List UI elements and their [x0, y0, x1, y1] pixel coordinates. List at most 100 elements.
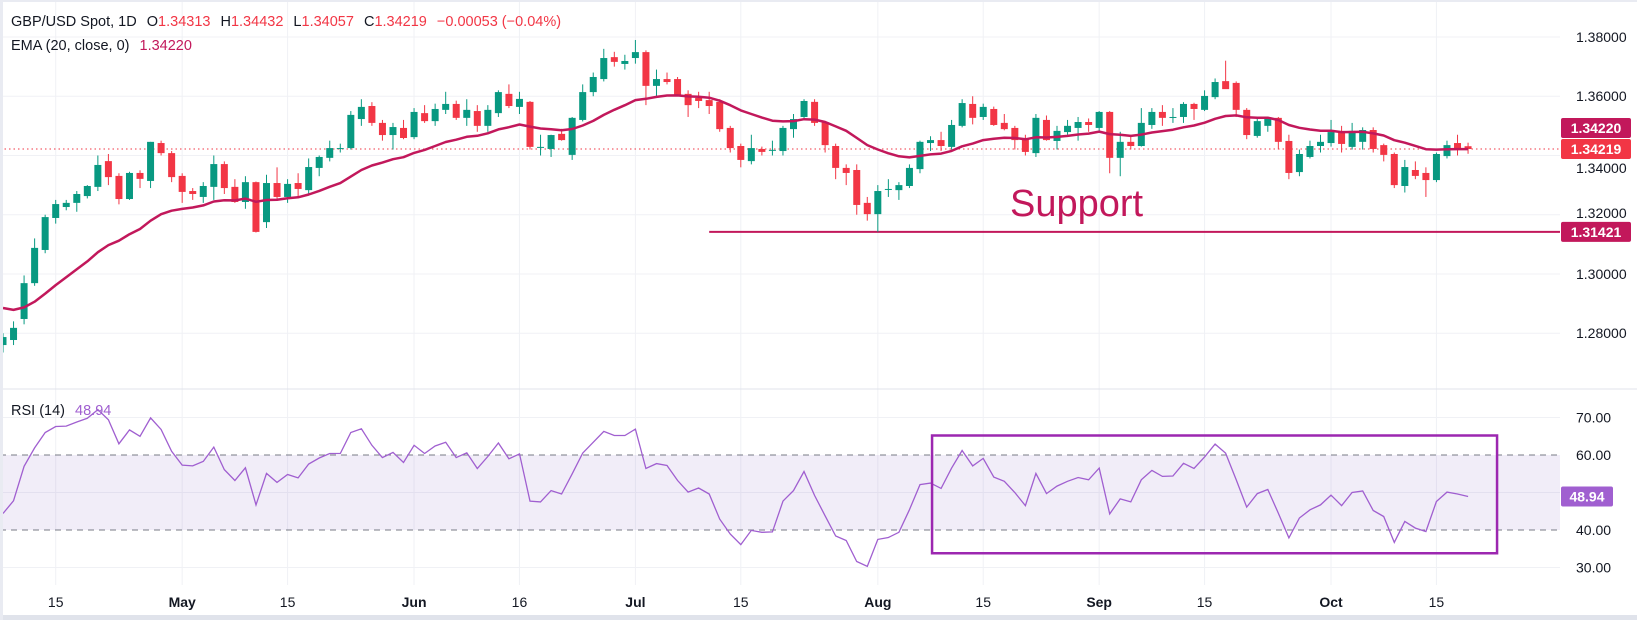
candle-body [621, 60, 629, 64]
candle-body [115, 175, 123, 200]
candle-body [431, 108, 439, 122]
price-axis[interactable]: 1.38000 1.36000 1.34000 1.32000 1.30000 1.280… [1576, 29, 1627, 341]
candle [832, 143, 840, 180]
rsi-tick-label: 30.00 [1576, 560, 1611, 576]
rsi-legend[interactable]: RSI (14) 48.94 [11, 403, 111, 419]
candle-body [1243, 109, 1251, 136]
candle-body [199, 185, 207, 197]
rsi-legend-value: 48.94 [75, 403, 111, 419]
candle-body [927, 140, 935, 144]
candle [937, 131, 945, 152]
candle-body [1317, 141, 1324, 147]
candle-body [241, 182, 249, 202]
candle-body [294, 183, 302, 189]
candle [410, 108, 418, 140]
candle-body [1432, 153, 1440, 181]
ema-legend[interactable]: EMA (20, close, 0) 1.34220 [11, 38, 192, 54]
candle-body [31, 247, 39, 284]
candle [1338, 125, 1346, 153]
candle-body [905, 167, 913, 186]
candle-body [969, 103, 977, 118]
candle [1369, 127, 1377, 153]
candle-body [104, 161, 112, 178]
candle-body [663, 79, 671, 83]
candle [547, 134, 555, 157]
rsi-value-tag: 48.94 [1561, 486, 1613, 507]
rsi-highlight-box[interactable] [930, 434, 1499, 555]
candle-body [515, 98, 523, 107]
candle [199, 182, 207, 203]
candle-body [125, 172, 133, 200]
candle [1222, 60, 1230, 90]
candle-body [505, 93, 513, 107]
candle-body [526, 101, 534, 147]
candle [252, 181, 260, 233]
candle [41, 214, 49, 254]
candle-body [948, 124, 956, 147]
candle-body [1380, 145, 1388, 155]
candle-body [136, 172, 144, 179]
candle-body [189, 191, 197, 194]
candle [389, 122, 397, 150]
candle [737, 143, 745, 168]
support-tag-bg [1561, 221, 1631, 242]
candle [1306, 140, 1314, 159]
candle-body [178, 175, 186, 192]
time-tick-label: 15 [280, 594, 296, 610]
candle-body [410, 111, 418, 138]
candle-body [83, 185, 91, 197]
candle [863, 196, 871, 221]
candle-body [273, 183, 281, 197]
candle [326, 140, 334, 162]
candle-body [305, 167, 313, 191]
candle-body [1222, 81, 1230, 90]
time-tick-label: Aug [864, 594, 891, 610]
candle [1264, 116, 1272, 132]
candle [1432, 152, 1440, 183]
candle [905, 164, 913, 189]
candle-body [347, 114, 355, 149]
ema-legend-label: EMA (20, close, 0) [11, 38, 129, 54]
symbol-title: GBP/USD Spot, 1D [11, 14, 137, 30]
last-price-tag: 1.34219 [1561, 138, 1631, 159]
ema-legend-value: 1.34220 [140, 38, 192, 54]
candle [463, 99, 471, 126]
candle-body [1454, 143, 1462, 149]
candle [1000, 114, 1008, 131]
rsi-axis[interactable]: 70.00 60.00 40.00 30.00 [1576, 410, 1611, 576]
candle-body [494, 92, 502, 114]
candle-body [1158, 111, 1166, 118]
candle-body [1127, 141, 1135, 147]
rsi-legend-label: RSI (14) [11, 403, 65, 419]
change-value: −0.00053 (−0.04%) [437, 14, 561, 30]
candle-body [990, 108, 998, 125]
time-tick-label: 15 [975, 594, 991, 610]
candle [969, 96, 977, 125]
candle [231, 179, 239, 203]
candle-body [1169, 116, 1177, 118]
candle [125, 171, 133, 200]
candle-body [705, 100, 713, 107]
price-tick-label: 1.34000 [1576, 160, 1627, 176]
candle-body [1327, 132, 1335, 144]
time-axis[interactable]: 15 May 15 Jun 16 Jul 15 Aug 15 Sep 15 Oct 15 [48, 594, 1445, 610]
candle-body [10, 327, 18, 341]
support-annotation[interactable]: Support [1010, 183, 1144, 225]
candle [400, 119, 408, 140]
candle [874, 185, 882, 232]
candle [1074, 116, 1082, 141]
candle [537, 134, 545, 156]
candle-body [1306, 146, 1314, 157]
open-value: 1.34313 [158, 14, 210, 30]
rsi-range-rectangle[interactable] [930, 434, 1499, 555]
candle [990, 106, 998, 126]
candle [1201, 90, 1209, 112]
candle [1401, 159, 1409, 193]
candle [1095, 111, 1103, 132]
candle-body [1116, 141, 1124, 158]
candle [927, 136, 935, 152]
candle [526, 100, 534, 150]
candle [315, 155, 323, 177]
